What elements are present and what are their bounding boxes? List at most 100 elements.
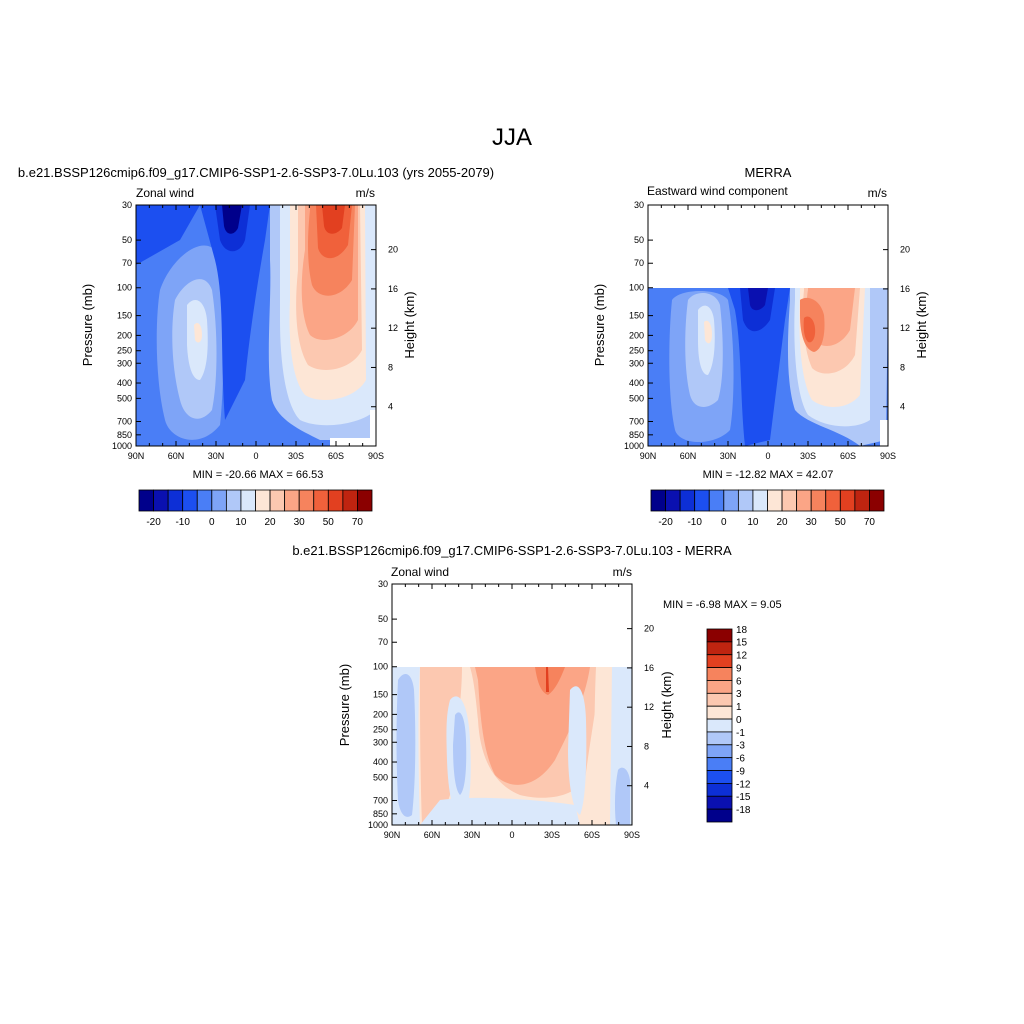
field-surface-neg: [420, 797, 580, 825]
panel-diff-contour-field: [391, 583, 633, 826]
colorbar-obs-swatch: [650, 489, 666, 512]
diff-p-tick-label: 200: [373, 709, 388, 719]
colorbar-obs-swatch: [869, 489, 885, 512]
model-p-tick-label: 500: [117, 393, 132, 403]
diff-h-tick-label: 12: [644, 702, 654, 712]
field-tropical-easterly: [200, 205, 270, 420]
colorbar-diff-swatch: [706, 705, 733, 720]
panel-model-y2label: Height (km): [402, 291, 417, 358]
colorbar-diff-swatch: [706, 783, 733, 797]
colorbar-obs-label: 20: [777, 517, 789, 528]
colorbar-diff: 18 15 129 6 3 1 0 -1 -3 -6-9 -12 -15 -18: [706, 625, 751, 823]
obs-p-tick-label: 250: [629, 346, 644, 356]
panel-diff-ylabel: Pressure (mb): [337, 664, 352, 746]
colorbar-obs-label: 10: [747, 517, 759, 528]
colorbar-diff-label: -15: [736, 792, 751, 803]
colorbar-diff-label: -1: [736, 728, 745, 739]
colorbar-obs-label: 0: [721, 517, 727, 528]
panel-model-contour-field: [135, 204, 377, 447]
field-west-neg-3: [396, 674, 416, 817]
colorbar-model-swatch: [269, 489, 286, 512]
colorbar-diff-swatch: [706, 641, 733, 656]
panel-obs-title: MERRA: [745, 165, 792, 180]
diff-x-tick-label: 30S: [544, 830, 560, 840]
diff-x-tick-label: 0: [509, 830, 514, 840]
colorbar-obs-label: -20: [658, 517, 673, 528]
model-p-tick-label: 1000: [112, 441, 132, 451]
diff-x-tick-label: 90N: [384, 830, 401, 840]
colorbar-obs: -20 -10 0 10 20 30 50 70: [650, 489, 885, 528]
colorbar-diff-swatch: [706, 808, 733, 823]
model-p-tick-label: 70: [122, 258, 132, 268]
colorbar-diff-label: 6: [736, 676, 742, 687]
field-tropics-neg-3: [453, 712, 467, 795]
model-p-tick-label: 200: [117, 330, 132, 340]
obs-p-tick-label: 150: [629, 311, 644, 321]
colorbar-model-swatch: [153, 489, 169, 512]
colorbar-diff-label: -6: [736, 754, 745, 765]
obs-p-tick-label: 100: [629, 283, 644, 293]
obs-h-tick-label: 20: [900, 245, 910, 255]
colorbar-model-swatch: [167, 489, 184, 512]
colorbar-diff-label: -12: [736, 779, 751, 790]
field-missing-surface: [330, 438, 376, 446]
colorbar-diff-swatch: [706, 795, 733, 810]
colorbar-obs-swatch: [665, 489, 681, 512]
obs-p-tick-label: 850: [629, 430, 644, 440]
obs-p-tick-label: 200: [629, 330, 644, 340]
panel-diff-axes: 90N 60N 30N 0 30S 60S 90S 30 50 70 100 150 200 250 300…: [368, 579, 654, 840]
panel-model-ylabel: Pressure (mb): [80, 284, 95, 366]
model-h-tick-label: 16: [388, 284, 398, 294]
colorbar-obs-swatch: [752, 489, 768, 512]
colorbar-diff-swatch: [706, 692, 733, 707]
colorbar-diff-label: -3: [736, 741, 745, 752]
colorbar-obs-swatch: [825, 489, 841, 512]
model-x-tick-label: 60S: [328, 451, 344, 461]
panel-model-title: b.e21.BSSP126cmip6.f09_g17.CMIP6-SSP1-2.…: [18, 165, 494, 180]
colorbar-model-swatch: [284, 489, 300, 512]
panel-diff-stats: MIN = -6.98 MAX = 9.05: [663, 599, 782, 611]
field-west-upper: [136, 205, 200, 265]
colorbar-diff-swatch: [706, 718, 733, 733]
diff-p-tick-label: 300: [373, 737, 388, 747]
field-east-pos-6: [475, 667, 590, 785]
obs-h-tick-label: 4: [900, 402, 905, 412]
panel-obs-y2label: Height (km): [914, 291, 929, 358]
panel-model-axes: 90N 60N 30N 0 30S 60S 90S 30 50 70 100 150 200 250 300…: [112, 200, 398, 461]
obs-x-tick-label: 30S: [800, 451, 816, 461]
model-p-tick-label: 400: [117, 378, 132, 388]
panel-model: b.e21.BSSP126cmip6.f09_g17.CMIP6-SSP1-2.…: [18, 165, 494, 528]
model-x-tick-label: 90N: [128, 451, 145, 461]
colorbar-model-swatch: [357, 489, 373, 512]
diff-p-tick-label: 700: [373, 795, 388, 805]
obs-h-tick-label: 12: [900, 323, 910, 333]
diff-x-tick-label: 60N: [424, 830, 441, 840]
model-p-tick-label: 850: [117, 430, 132, 440]
colorbar-diff-swatch: [706, 628, 733, 643]
diff-x-tick-label: 60S: [584, 830, 600, 840]
colorbar-diff-label: 3: [736, 689, 742, 700]
colorbar-model-swatch: [298, 489, 315, 512]
panel-diff-title: b.e21.BSSP126cmip6.f09_g17.CMIP6-SSP1-2.…: [292, 543, 732, 558]
colorbar-diff-swatch: [706, 731, 733, 746]
panel-diff: b.e21.BSSP126cmip6.f09_g17.CMIP6-SSP1-2.…: [292, 543, 781, 840]
obs-p-tick-label: 400: [629, 378, 644, 388]
colorbar-model-swatch: [182, 489, 198, 512]
diff-p-tick-label: 100: [373, 662, 388, 672]
field-east-pos-9: [535, 667, 565, 695]
panel-diff-variable-label: Zonal wind: [391, 565, 449, 579]
obs-x-tick-label: 60S: [840, 451, 856, 461]
obs-p-tick-label: 300: [629, 358, 644, 368]
colorbar-model-swatch: [342, 489, 358, 512]
colorbar-model-swatch: [225, 489, 242, 512]
model-h-tick-label: 12: [388, 323, 398, 333]
colorbar-diff-label: 15: [736, 638, 748, 649]
colorbar-diff-label: -9: [736, 766, 745, 777]
panel-obs-variable-label: Eastward wind component: [647, 184, 788, 198]
colorbar-obs-swatch: [737, 489, 754, 512]
colorbar-obs-swatch: [767, 489, 783, 512]
field-missing-surface-2: [370, 410, 376, 446]
obs-x-tick-label: 30N: [720, 451, 737, 461]
panel-model-variable-label: Zonal wind: [136, 186, 194, 200]
